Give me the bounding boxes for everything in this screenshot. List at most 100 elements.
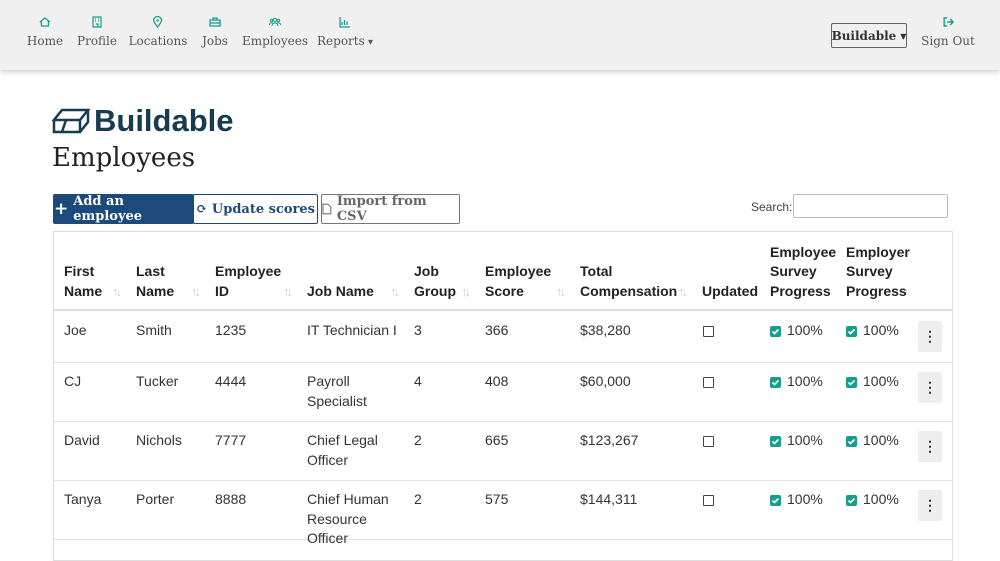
table-cell: Nichols: [136, 432, 182, 448]
employees-table: First Name ↑↓ Last Name ↑↓ Employee ID ↑↓ Job …: [53, 231, 953, 561]
column-header[interactable]: Employee Score: [485, 263, 552, 299]
nav-label: Home: [26, 34, 64, 48]
table-cell: 2: [414, 432, 422, 448]
sort-icon[interactable]: ↑↓: [112, 284, 122, 299]
updated-checkbox[interactable]: [703, 377, 714, 388]
survey-checkbox: [846, 377, 857, 388]
survey-checkbox: [770, 436, 781, 447]
search-input[interactable]: [793, 194, 948, 218]
logo-text: Buildable: [94, 103, 234, 138]
table-cell: CJ: [64, 373, 82, 389]
column-header: Employee Survey Progress: [770, 243, 837, 299]
table-cell: 1235: [215, 322, 247, 338]
nav-item[interactable]: Employees: [242, 16, 308, 48]
updated-checkbox[interactable]: [703, 326, 714, 337]
column-header[interactable]: Job Group: [414, 263, 456, 299]
table-cell: 100%: [863, 432, 899, 448]
table-cell: 100%: [787, 491, 823, 507]
nav-item[interactable]: Profile: [77, 16, 117, 48]
table-cell: Porter: [136, 491, 175, 507]
row-actions-button[interactable]: ⋮: [918, 490, 942, 521]
table-cell: 100%: [863, 322, 899, 338]
survey-checkbox: [846, 326, 857, 337]
table-cell: 575: [485, 491, 509, 507]
sign-out-label: Sign Out: [921, 34, 975, 48]
button-label: Import from CSV: [336, 194, 427, 224]
button-label: Add an employee: [73, 194, 143, 224]
nav-label: Jobs: [202, 34, 228, 48]
table-cell: Smith: [136, 322, 172, 338]
table-cell: $38,280: [580, 322, 631, 338]
updated-checkbox[interactable]: [703, 495, 714, 506]
updated-checkbox[interactable]: [703, 436, 714, 447]
column-header[interactable]: Job Name: [307, 282, 374, 299]
table-cell: 3: [414, 322, 422, 338]
survey-checkbox: [770, 377, 781, 388]
survey-checkbox: [770, 326, 781, 337]
table-header: First Name ↑↓ Last Name ↑↓ Employee ID ↑↓ Job …: [54, 232, 952, 311]
sort-icon[interactable]: ↑↓: [461, 284, 471, 299]
table-cell: $60,000: [580, 373, 631, 389]
table-cell: $123,267: [580, 432, 639, 448]
table-cell: 100%: [863, 491, 899, 507]
table-cell: Tucker: [136, 373, 179, 389]
table-cell: 100%: [787, 322, 823, 338]
table-row: David Nichols 7777 Chief Legal Officer 2 665 $…: [54, 421, 952, 481]
table-cell: 100%: [863, 373, 899, 389]
sort-icon[interactable]: ↑↓: [191, 284, 201, 299]
search-label: Search:: [751, 200, 793, 214]
table-row: Tanya Porter 8888 Chief Human Resource Offi…: [54, 480, 952, 546]
nav-label: Profile: [77, 34, 117, 48]
import-csv-button[interactable]: Import from CSV: [321, 194, 460, 224]
nav-label: Employees: [241, 34, 309, 48]
survey-checkbox: [846, 436, 857, 447]
sort-icon[interactable]: ↑↓: [283, 284, 293, 299]
sign-out[interactable]: Sign Out: [921, 16, 975, 48]
sort-icon[interactable]: ↑↓: [678, 284, 688, 299]
row-actions-button[interactable]: ⋮: [918, 321, 942, 352]
add-employee-button[interactable]: + Add an employee: [53, 194, 194, 224]
survey-checkbox: [846, 495, 857, 506]
column-header[interactable]: Employee ID: [215, 263, 282, 299]
table-cell: Tanya: [64, 491, 102, 507]
table-row: CJ Tucker 4444 Payroll Specialist 4 408 $60,00…: [54, 362, 952, 422]
column-header[interactable]: First Name: [64, 263, 103, 299]
logo: Buildable: [52, 103, 234, 139]
table-cell: Joe: [64, 322, 87, 338]
table-cell: 8888: [215, 491, 247, 507]
table-cell: 100%: [787, 432, 823, 448]
table-cell: 366: [485, 322, 509, 338]
nav-item[interactable]: Locations: [128, 16, 188, 48]
sort-icon[interactable]: ↑↓: [556, 284, 566, 299]
nav-item[interactable]: Reports ▾: [317, 16, 373, 48]
table-row: Joe Smith 1235 IT Technician I 3 366 $38,280 10…: [54, 311, 952, 363]
button-label: Update scores: [211, 201, 315, 217]
table-cell: $144,311: [580, 491, 638, 507]
table-cell: 2: [414, 491, 422, 507]
survey-checkbox: [770, 495, 781, 506]
table-cell: 100%: [787, 373, 823, 389]
nav-label: Locations: [128, 34, 188, 48]
table-cell: 665: [485, 432, 509, 448]
row-actions-button[interactable]: ⋮: [918, 372, 942, 403]
table-cell: 7777: [215, 432, 247, 448]
update-scores-button[interactable]: ⟳ Update scores: [193, 194, 318, 224]
column-header: Employer Survey Progress: [846, 243, 910, 299]
brand-menu-label: Buildable: [831, 28, 897, 43]
table-cell: 4444: [215, 373, 247, 389]
table-cell: Chief Legal Officer: [307, 432, 378, 468]
column-header[interactable]: Last Name: [136, 263, 175, 299]
row-actions-button[interactable]: ⋮: [918, 431, 942, 462]
column-header[interactable]: Total Compensation: [580, 263, 678, 299]
table-cell: IT Technician I: [307, 322, 397, 338]
column-header: Updated: [702, 282, 758, 299]
nav-item[interactable]: Jobs: [202, 16, 228, 48]
nav-item[interactable]: Home: [27, 16, 63, 48]
sort-icon[interactable]: ↑↓: [390, 284, 400, 299]
brand-menu[interactable]: Buildable ▼: [831, 23, 907, 48]
table-cell: 4: [414, 373, 422, 389]
table-cell: Chief Human Resource Officer: [307, 491, 389, 546]
table-cell: 408: [485, 373, 509, 389]
top-nav: [0, 0, 1000, 70]
table-cell: David: [64, 432, 100, 448]
